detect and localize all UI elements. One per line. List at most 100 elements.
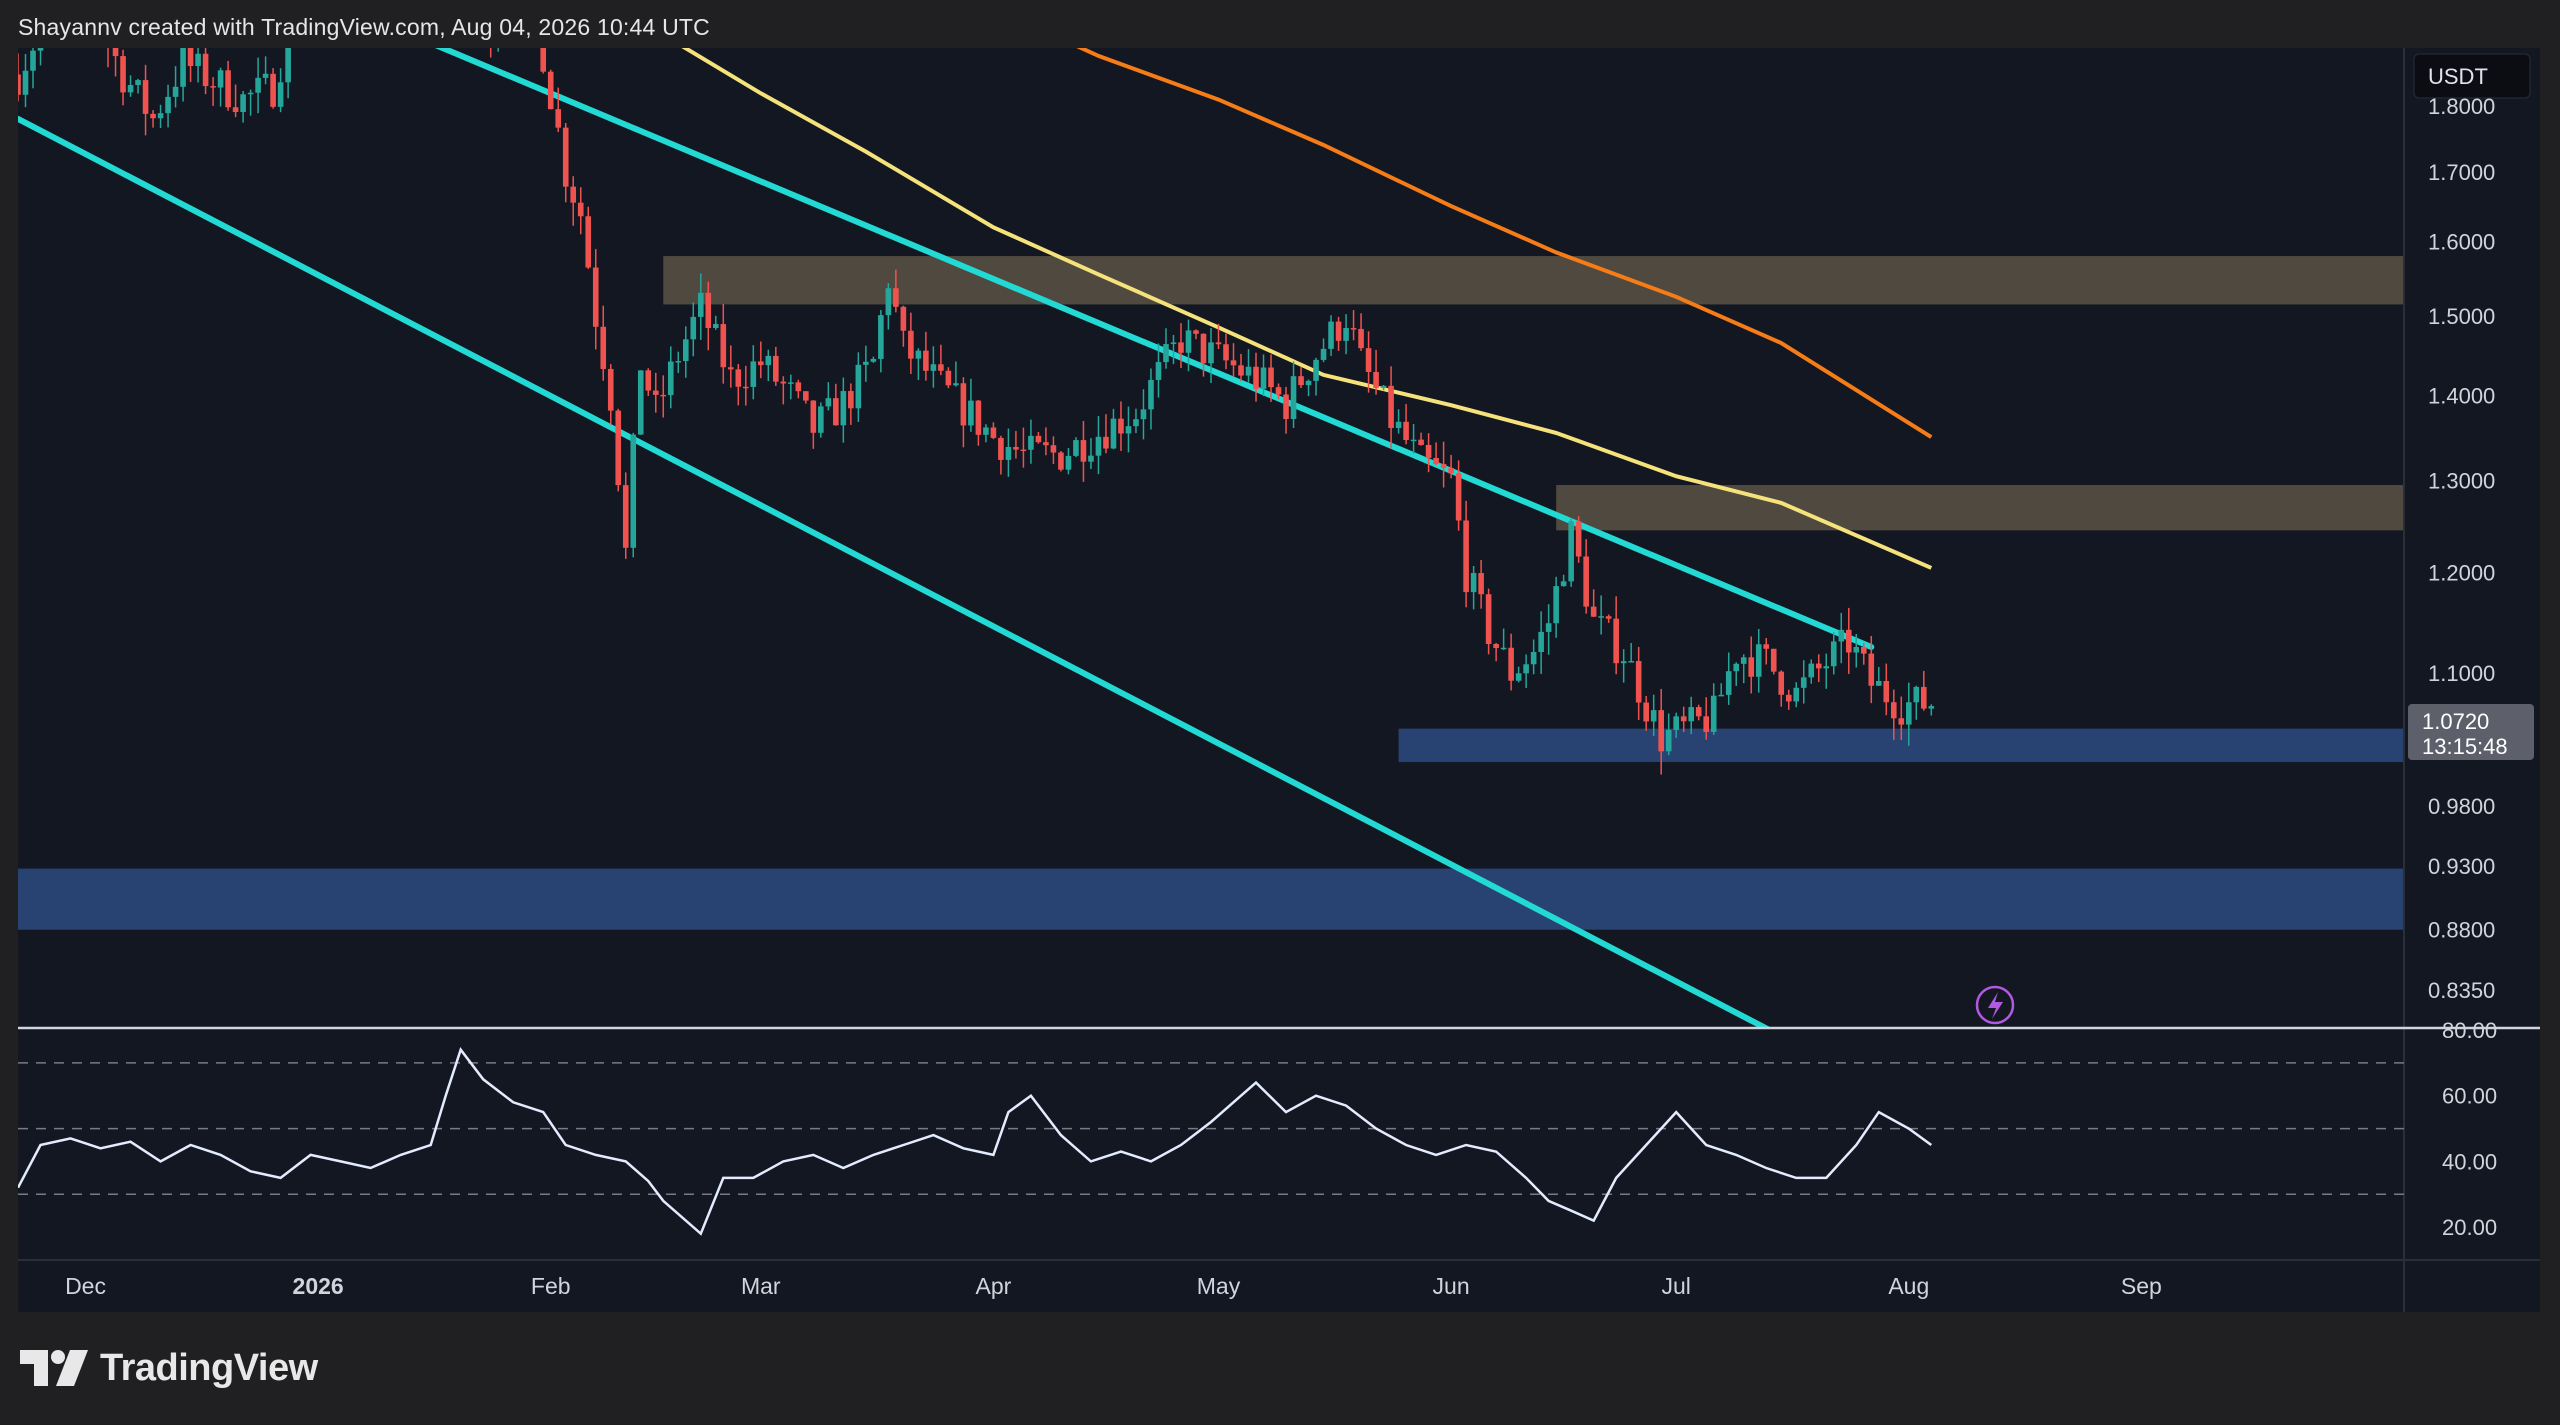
candle-body: [172, 86, 179, 97]
candle-body: [818, 406, 824, 433]
price-tick-label: 0.8800: [2428, 918, 2495, 943]
candle-body: [1133, 419, 1139, 427]
candle-body: [833, 398, 839, 426]
candle-body: [1275, 387, 1282, 395]
candle-body: [142, 80, 149, 114]
candle-body: [1875, 680, 1882, 686]
price-tick-label: 1.5000: [2428, 304, 2495, 329]
candle-body: [1613, 618, 1619, 664]
candle-body: [1913, 686, 1920, 703]
candle-body: [1163, 344, 1169, 363]
countdown-label: 13:15:48: [2422, 734, 2508, 759]
candle-body: [1785, 694, 1792, 702]
candle-body: [1695, 707, 1702, 717]
candle-body: [953, 383, 959, 386]
candlestick-chart[interactable]: USDT 1.8000 1.7000 1.6000 1.5000 1.4000 1.300…: [16, 48, 2540, 1312]
candle-body: [697, 292, 704, 317]
candle-body: [1605, 616, 1612, 619]
candle-body: [1680, 716, 1687, 722]
rsi-tick-label: 40.00: [2442, 1149, 2497, 1174]
candle-body: [788, 382, 794, 384]
candle-body: [863, 361, 869, 365]
candle-body: [270, 73, 276, 107]
candle-body: [1058, 452, 1064, 470]
candle-body: [1418, 439, 1424, 445]
candle-body: [735, 369, 742, 387]
candle-body: [923, 350, 929, 371]
candle-body: [660, 394, 667, 397]
candle-body: [1808, 663, 1815, 678]
candle-body: [1823, 666, 1830, 669]
price-tick-label: 1.4000: [2428, 383, 2495, 408]
candle-body: [127, 85, 134, 93]
candle-body: [720, 324, 727, 368]
candle-body: [1658, 710, 1664, 752]
candle-body: [1800, 677, 1807, 688]
chart-credit: Shayannv created with TradingView.com, A…: [18, 14, 710, 40]
candle-body: [705, 292, 712, 328]
candle-body: [1335, 321, 1342, 341]
candle-body: [135, 80, 141, 86]
price-tick-label: 1.7000: [2428, 160, 2495, 185]
candle-body: [690, 316, 697, 340]
chart-area[interactable]: USDT 1.8000 1.7000 1.6000 1.5000 1.4000 1.300…: [16, 48, 2540, 1312]
lightning-icon[interactable]: [1975, 985, 2015, 1025]
candle-body: [1350, 328, 1357, 330]
candle-body: [1155, 362, 1162, 380]
candle-body: [1463, 520, 1469, 593]
candle-body: [637, 370, 644, 435]
price-tick-label: 1.1000: [2428, 661, 2495, 686]
candle-body: [37, 48, 44, 51]
candle-body: [1148, 379, 1154, 410]
price-tick-label: 0.9800: [2428, 794, 2495, 819]
candle-body: [1238, 365, 1244, 376]
candle-body: [1793, 687, 1800, 702]
candle-body: [652, 390, 659, 395]
candle-body: [825, 398, 832, 407]
chart-background: [18, 48, 2540, 1312]
demand-zone-3: [18, 868, 2404, 930]
tradingview-logo-icon: [20, 1350, 88, 1386]
candle-body: [150, 113, 156, 119]
candle-body: [810, 400, 817, 433]
time-axis-ticks[interactable]: Dec 2026 Feb Mar Apr May Jun Jul Aug Sep: [65, 1273, 2162, 1299]
candle-body: [1268, 367, 1274, 388]
candle-body: [1110, 418, 1117, 449]
currency-label-box[interactable]: [2413, 53, 2531, 99]
candle-body: [600, 326, 607, 369]
candle-body: [885, 288, 892, 316]
candle-body: [780, 381, 787, 384]
candle-body: [893, 288, 899, 307]
candle-body: [1230, 360, 1237, 366]
candle-body: [1560, 581, 1567, 587]
candle-body: [1815, 663, 1822, 669]
candle-body: [1898, 718, 1905, 725]
candle-body: [727, 367, 734, 370]
candle-body: [240, 94, 246, 112]
candle-body: [1583, 556, 1589, 607]
candle-body: [120, 56, 126, 93]
candle-body: [855, 364, 862, 409]
candle-body: [803, 391, 809, 401]
time-tick-label: Apr: [976, 1273, 1012, 1299]
time-tick-label: Sep: [2121, 1273, 2162, 1299]
candle-body: [607, 368, 614, 411]
candle-body: [1118, 418, 1124, 434]
candle-body: [878, 315, 884, 359]
candle-body: [1853, 647, 1860, 653]
candle-body: [983, 427, 989, 435]
candle-body: [1493, 643, 1499, 649]
candle-body: [900, 306, 907, 331]
trendline-0: [434, 48, 1875, 651]
brand: TradingView: [20, 1340, 318, 1396]
candle-body: [1485, 594, 1492, 644]
candle-body: [1508, 647, 1514, 681]
candle-body: [1050, 445, 1057, 453]
last-price-label: 1.0720: [2422, 709, 2489, 734]
candle-body: [225, 70, 231, 108]
candle-body: [1403, 421, 1409, 441]
candle-body: [555, 109, 562, 128]
candle-body: [1703, 716, 1710, 732]
candle-body: [615, 410, 622, 486]
candle-body: [195, 53, 201, 67]
